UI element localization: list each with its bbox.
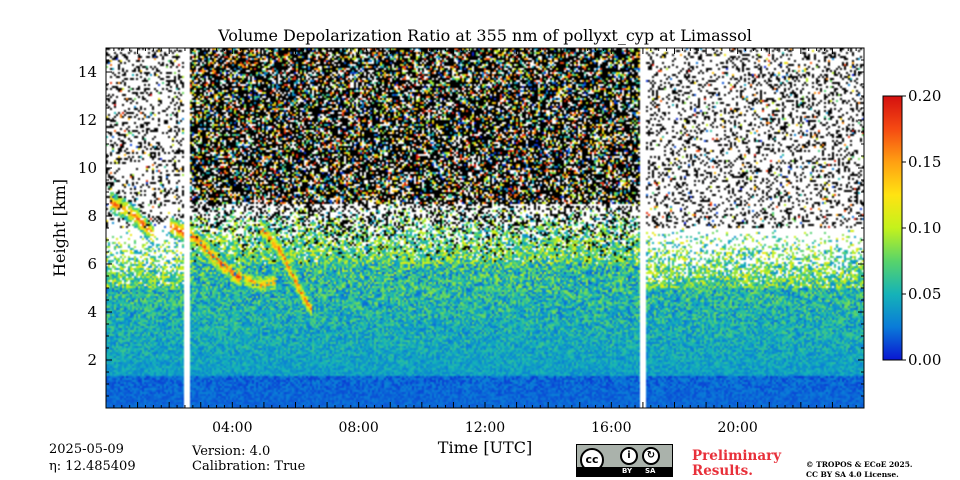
y-tick-label: 8 [87, 207, 97, 225]
x-tick-label: 08:00 [338, 420, 378, 436]
copyright-notice: © TROPOS & ECoE 2025. CC BY SA 4.0 Licen… [806, 460, 913, 480]
x-tick-label: 16:00 [591, 420, 631, 436]
y-axis-label: Height [km] [50, 179, 69, 277]
y-tick-label: 2 [87, 351, 97, 369]
colorbar-tick-label: 0.00 [908, 351, 941, 369]
colorbar-tick-label: 0.15 [908, 153, 941, 171]
colorbar-scale [882, 95, 903, 361]
colorbar-tick-label: 0.10 [908, 219, 941, 237]
colorbar-tick-label: 0.20 [908, 87, 941, 105]
y-tick-label: 4 [87, 303, 97, 321]
copyright-line1: © TROPOS & ECoE 2025. [806, 460, 913, 469]
x-tick-label: 04:00 [212, 420, 252, 436]
y-tick-label: 14 [78, 63, 97, 81]
y-tick-label: 10 [78, 159, 97, 177]
calibration-text: Calibration: True [192, 459, 306, 474]
badge-strip [577, 467, 672, 476]
date-text: 2025-05-09 [49, 442, 124, 457]
preliminary-line2: Results. [692, 463, 753, 479]
heatmap-area [106, 48, 864, 408]
chart-title: Volume Depolarization Ratio at 355 nm of… [217, 26, 752, 45]
heatmap-image [106, 48, 864, 408]
colorbar: 0.00 0.05 0.10 0.15 0.20 [882, 87, 941, 369]
x-axis-label: Time [UTC] [438, 438, 532, 457]
copyright-line2: CC BY SA 4.0 License. [806, 470, 899, 479]
by-label: BY [622, 467, 633, 475]
x-tick-label: 20:00 [717, 420, 757, 436]
y-tick-label: 6 [87, 255, 97, 273]
version-text: Version: 4.0 [192, 444, 271, 459]
preliminary-line1: Preliminary [692, 448, 782, 464]
share-alike-icon: ↻ [642, 447, 660, 465]
eta-text: η: 12.485409 [49, 459, 136, 474]
x-tick-label: 12:00 [465, 420, 505, 436]
preliminary-label: Preliminary Results. [692, 449, 781, 479]
axes: 04:00 08:00 12:00 16:00 20:00 2 4 6 8 10 12 14 [78, 47, 865, 436]
y-tick-label: 12 [78, 111, 97, 129]
colorbar-tick-label: 0.05 [908, 285, 941, 303]
sa-label: SA [645, 467, 656, 475]
by-attribution-icon: i [620, 447, 638, 465]
cc-license-badge: cc i ↻ BY SA [576, 444, 673, 477]
